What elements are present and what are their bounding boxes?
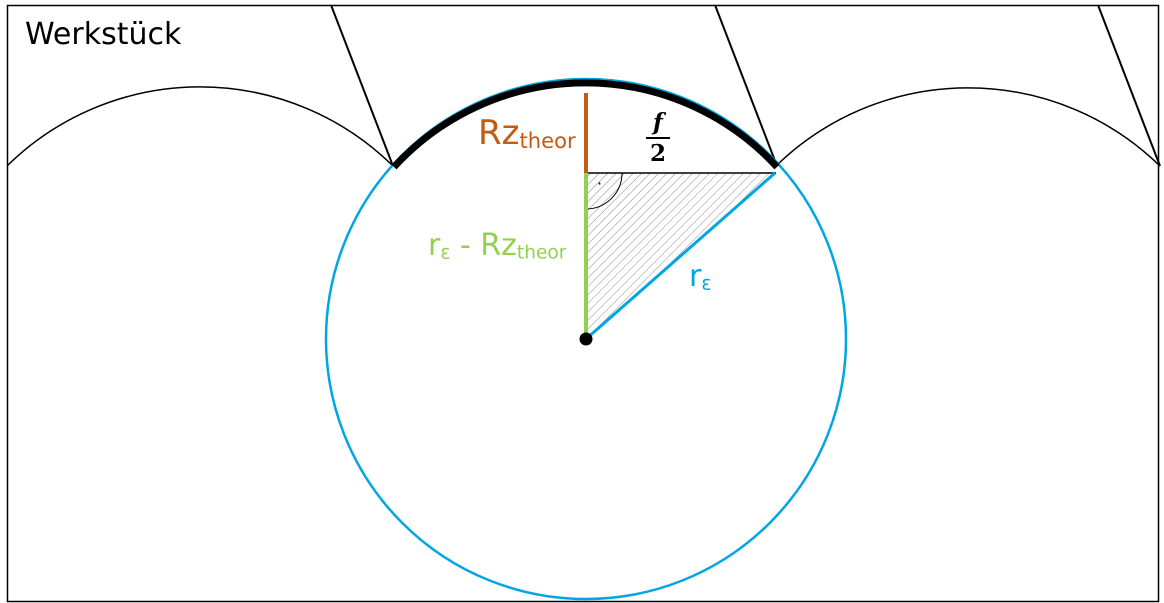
fraction-numerator: f — [653, 109, 663, 136]
tool-flank-line-3 — [1097, 4, 1161, 167]
diff-r-text: r — [428, 228, 441, 263]
tool-flank-line-1 — [330, 4, 394, 167]
radius-minus-rz-label: rε - Rztheor — [428, 228, 567, 264]
workpiece-label: Werkstück — [25, 17, 182, 52]
scallop-arc-left — [6, 86, 394, 167]
rz-subscript: theor — [519, 127, 576, 153]
diff-r-subscript: ε — [440, 242, 451, 264]
diff-mid-text: - Rz — [450, 228, 517, 263]
rz-theor-label: Rztheor — [478, 113, 576, 153]
rz-main-text: Rz — [478, 113, 520, 153]
radius-line — [585, 171, 776, 341]
scallop-arc-right — [775, 87, 1161, 167]
center-point — [579, 332, 593, 346]
right-angle-dot: · — [597, 174, 602, 193]
right-angle-arc — [585, 172, 623, 210]
radius-label: rε — [689, 259, 712, 295]
diff-subscript: theor — [516, 242, 567, 264]
radius-subscript: ε — [701, 273, 712, 295]
tool-nose-circle — [324, 77, 848, 601]
fraction-bar — [646, 137, 670, 139]
radius-text: r — [689, 259, 702, 294]
profile-arc — [391, 79, 780, 170]
workpiece-frame — [6, 4, 1160, 603]
tool-flank-line-2 — [714, 4, 778, 167]
half-feed-fraction: f 2 — [643, 111, 673, 165]
fraction-denominator: 2 — [649, 140, 666, 167]
